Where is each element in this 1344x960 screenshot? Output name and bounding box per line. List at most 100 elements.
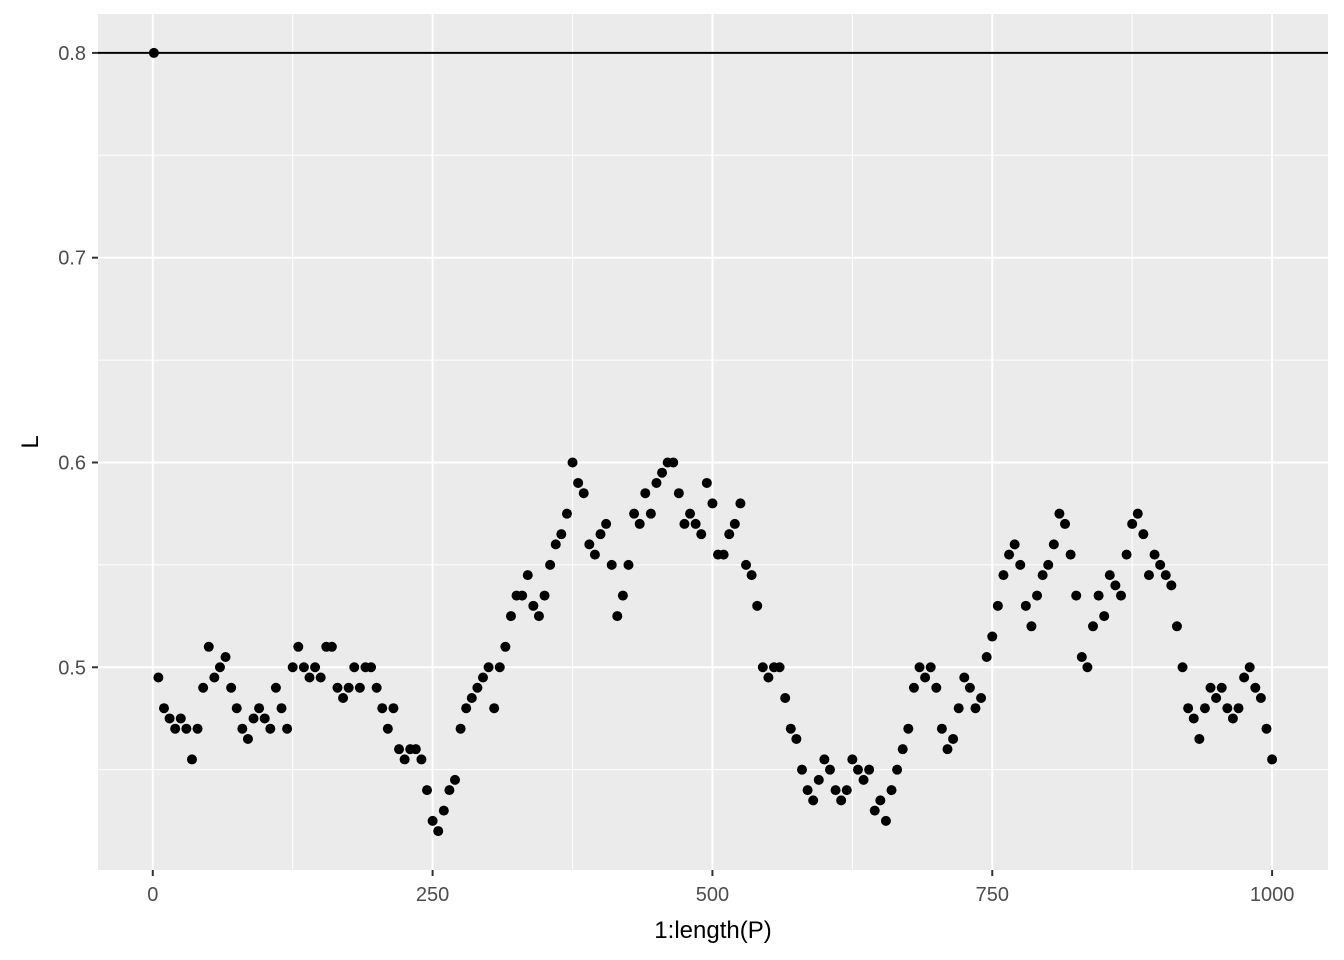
point [679, 518, 690, 529]
point [701, 477, 712, 488]
point [349, 662, 360, 673]
y-tick-label: 0.8 [58, 43, 86, 65]
point [892, 764, 903, 775]
point [343, 682, 354, 693]
x-tick-label: 250 [416, 884, 449, 906]
point [242, 733, 253, 744]
x-tick-label: 1000 [1250, 884, 1295, 906]
point [1015, 559, 1026, 570]
point [528, 600, 539, 611]
point [489, 703, 500, 714]
point [494, 662, 505, 673]
x-tick-label: 500 [696, 884, 729, 906]
x-axis-title: 1:length(P) [654, 917, 771, 944]
point [198, 682, 209, 693]
point [1009, 539, 1020, 550]
point [304, 672, 315, 683]
point [981, 652, 992, 663]
point [231, 703, 242, 714]
point [455, 723, 466, 734]
point [1244, 662, 1255, 673]
point [1255, 692, 1266, 703]
point [1065, 549, 1076, 560]
point [416, 754, 427, 765]
point [1127, 518, 1138, 529]
point [181, 723, 192, 734]
point [651, 477, 662, 488]
point [964, 682, 975, 693]
point [1138, 529, 1149, 540]
point [657, 467, 668, 478]
point [903, 723, 914, 734]
point [634, 518, 645, 529]
point [880, 815, 891, 826]
point [450, 774, 461, 785]
point [886, 785, 897, 796]
point [1227, 713, 1238, 724]
point [578, 488, 589, 499]
point [796, 764, 807, 775]
point [444, 785, 455, 796]
point [852, 764, 863, 775]
point [1222, 703, 1233, 714]
x-tick-label: 750 [976, 884, 1009, 906]
point [394, 744, 405, 755]
point [1250, 682, 1261, 693]
point [908, 682, 919, 693]
y-tick-label: 0.7 [58, 248, 86, 270]
point [533, 611, 544, 622]
point [377, 703, 388, 714]
point [875, 795, 886, 806]
point [148, 47, 159, 58]
point [315, 672, 326, 683]
point [1020, 600, 1031, 611]
point [399, 754, 410, 765]
point [573, 477, 584, 488]
point [1121, 549, 1132, 560]
point [640, 488, 651, 499]
point [1071, 590, 1082, 601]
point [186, 754, 197, 765]
point [629, 508, 640, 519]
point [601, 518, 612, 529]
point [371, 682, 382, 693]
point [606, 559, 617, 570]
point [841, 785, 852, 796]
point [959, 672, 970, 683]
point [752, 600, 763, 611]
point [1104, 570, 1115, 581]
point [1261, 723, 1272, 734]
point [427, 815, 438, 826]
x-tick-label: 0 [147, 884, 158, 906]
point [724, 529, 735, 540]
point [992, 600, 1003, 611]
point [595, 529, 606, 540]
point [584, 539, 595, 550]
y-axis-title: L [17, 435, 44, 448]
point [192, 723, 203, 734]
point [517, 590, 528, 601]
point [617, 590, 628, 601]
point [612, 611, 623, 622]
point [589, 549, 600, 560]
point [461, 703, 472, 714]
point [741, 559, 752, 570]
point [298, 662, 309, 673]
point [897, 744, 908, 755]
point [248, 713, 259, 724]
point [685, 508, 696, 519]
point [1043, 559, 1054, 570]
point [824, 764, 835, 775]
point [1076, 652, 1087, 663]
point [1188, 713, 1199, 724]
point [433, 826, 444, 837]
point [668, 457, 679, 468]
point [1177, 662, 1188, 673]
point [1183, 703, 1194, 714]
point [1205, 682, 1216, 693]
point [282, 723, 293, 734]
point [388, 703, 399, 714]
point [522, 570, 533, 581]
point [410, 744, 421, 755]
point [237, 723, 248, 734]
